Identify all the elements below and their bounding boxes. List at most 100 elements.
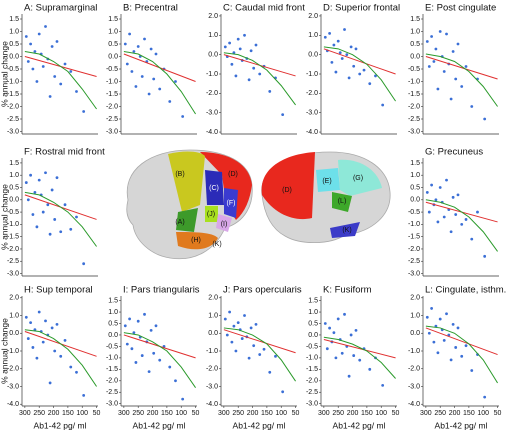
fit-line — [323, 339, 396, 359]
x-tick-label: 250 — [232, 410, 244, 417]
point — [174, 80, 177, 83]
point — [432, 340, 436, 344]
point — [374, 74, 377, 78]
point — [29, 173, 33, 177]
point — [258, 353, 262, 356]
point — [436, 220, 440, 224]
point — [55, 322, 59, 326]
point — [50, 188, 54, 192]
point — [59, 82, 63, 86]
y-tick-label: -4.0 — [408, 401, 420, 408]
point — [37, 178, 41, 182]
point — [158, 358, 162, 362]
y-tick-label: -1.5 — [408, 91, 420, 98]
fit-line — [223, 52, 296, 106]
panel: B: Precentral 1.5 1.0 0.5 0.0 -0.5 -1.0 -1.5 -2.… — [106, 3, 197, 135]
point — [149, 47, 153, 51]
point — [181, 397, 185, 401]
y-tick-label: 0.5 — [410, 184, 420, 191]
point — [69, 227, 73, 231]
x-tick-label: 200 — [147, 410, 159, 417]
point — [464, 344, 468, 348]
point — [451, 322, 455, 326]
panel-title: C: Caudal mid front — [223, 3, 305, 14]
point — [234, 74, 238, 78]
point — [59, 354, 63, 358]
panel-title: L: Cingulate, isthm. — [425, 285, 506, 296]
y-tick-label: 1.0 — [410, 312, 420, 319]
y-tick-label: 1.5 — [108, 16, 118, 23]
y-tick-label: -3.0 — [206, 383, 218, 390]
y-tick-label: -2.0 — [306, 378, 318, 385]
point — [349, 333, 353, 337]
point — [368, 82, 372, 86]
point — [24, 35, 28, 38]
brain-label: (J) — [207, 211, 215, 218]
x-axis-label: Ab1-42 pg/ ml — [34, 420, 87, 430]
x-axis-label: Ab1-42 pg/ ml — [333, 420, 386, 430]
point — [252, 344, 256, 348]
point — [352, 354, 356, 357]
x-tick-label: 200 — [48, 410, 60, 417]
brain-label: (C) — [209, 185, 219, 192]
y-tick-label: -0.5 — [7, 209, 19, 216]
point — [41, 210, 45, 214]
point — [130, 70, 134, 73]
x-tick-label: 100 — [76, 410, 88, 417]
y-tick-label: -1.0 — [306, 71, 318, 78]
x-tick-label: 100 — [477, 410, 489, 417]
region-l — [332, 192, 352, 212]
point — [358, 72, 362, 76]
region-i — [216, 214, 232, 232]
point — [354, 328, 358, 332]
region-c — [205, 170, 224, 205]
region-g — [338, 159, 382, 196]
y-tick-label: 1.0 — [308, 309, 318, 316]
point — [328, 31, 332, 35]
point — [132, 50, 136, 53]
x-tick-label: 200 — [449, 410, 461, 417]
fit-line — [24, 329, 97, 387]
point — [470, 237, 474, 241]
y-tick-label: -2.5 — [7, 258, 19, 265]
y-tick-label: 1.5 — [9, 16, 19, 23]
point — [454, 77, 458, 81]
y-tick-label: -3.0 — [7, 383, 19, 390]
point — [332, 43, 336, 47]
point — [158, 87, 162, 91]
point — [445, 178, 448, 182]
point — [247, 78, 251, 82]
x-tick-label: 150 — [62, 410, 74, 417]
point — [332, 331, 336, 335]
point — [41, 340, 45, 344]
y-tick-label: -1.5 — [106, 91, 118, 98]
y-tick-label: -1.5 — [106, 366, 118, 373]
y-tick-label: 0.0 — [208, 51, 218, 58]
x-tick-label: 100 — [375, 410, 387, 417]
y-tick-label: 0.0 — [208, 330, 218, 337]
point — [340, 57, 344, 60]
y-tick-label: 0.5 — [9, 41, 19, 48]
panel-title: J: Pars opercularis — [223, 285, 302, 296]
y-tick-label: 2.0 — [208, 13, 218, 20]
x-tick-label: 50 — [392, 410, 400, 417]
y-tick-label: -3.0 — [408, 270, 420, 277]
point — [454, 346, 458, 349]
point — [427, 65, 431, 68]
point — [236, 321, 240, 325]
point — [425, 191, 429, 194]
y-tick-label: -4.0 — [306, 129, 318, 136]
x-axis-label: Ab1-42 pg/ ml — [233, 420, 286, 430]
point — [53, 349, 57, 353]
point — [50, 45, 54, 48]
point — [136, 45, 140, 48]
y-tick-label: -0.5 — [106, 343, 118, 350]
x-tick-label: 200 — [347, 410, 359, 417]
x-tick-label: 250 — [33, 410, 45, 417]
y-tick-label: 1.0 — [208, 32, 218, 39]
point — [430, 35, 434, 38]
panel-title: E: Post cingulate — [425, 3, 496, 14]
fit-line — [223, 327, 296, 382]
point — [31, 213, 35, 216]
point — [136, 319, 140, 323]
